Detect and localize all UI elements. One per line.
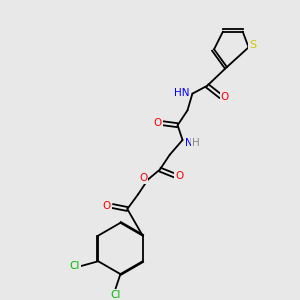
Text: S: S — [249, 40, 256, 50]
Text: O: O — [176, 172, 184, 182]
Text: N: N — [184, 138, 192, 148]
Text: H: H — [193, 138, 200, 148]
Text: O: O — [221, 92, 229, 102]
Text: Cl: Cl — [110, 290, 121, 300]
Text: O: O — [154, 118, 162, 128]
Text: HN: HN — [174, 88, 189, 98]
Text: O: O — [103, 201, 111, 211]
Text: Cl: Cl — [69, 261, 80, 271]
Text: O: O — [139, 173, 147, 183]
